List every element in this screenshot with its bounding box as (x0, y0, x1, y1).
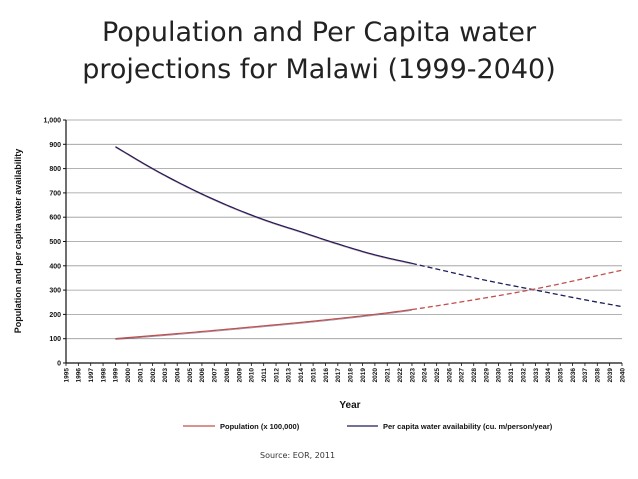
x-tick-label: 2012 (273, 368, 280, 383)
x-tick-label: 2010 (249, 368, 256, 383)
x-tick-label: 2031 (508, 368, 515, 383)
x-tick-label: 2023 (409, 368, 416, 383)
axes (63, 119, 623, 366)
x-tick-label: 2000 (125, 368, 132, 383)
x-tick-label: 1996 (76, 368, 83, 383)
x-tick-label: 2027 (459, 368, 466, 383)
x-tick-label: 2038 (595, 368, 602, 383)
y-tick-label: 900 (49, 142, 61, 149)
x-tick-label: 2009 (236, 368, 243, 383)
x-tick-label: 2019 (360, 368, 367, 383)
x-tick-label: 1997 (88, 368, 95, 383)
title-line-2: projections for Malawi (1999-2040) (82, 54, 556, 85)
x-tick-label: 2037 (582, 368, 589, 383)
x-tick-label: 2020 (372, 368, 379, 383)
series-line-observed (115, 308, 413, 340)
x-tick-label: 2007 (212, 368, 219, 383)
x-tick-label: 1995 (63, 368, 70, 383)
series-lines (115, 146, 623, 340)
x-tick-label: 2016 (323, 368, 330, 383)
series-line-projected (411, 262, 623, 308)
y-tick-label: 500 (49, 239, 61, 246)
x-tick-label: 2032 (520, 368, 527, 383)
x-tick-label: 2008 (224, 368, 231, 383)
slide-title: Population and Per Capita water projecti… (20, 14, 618, 88)
x-tick-label: 2002 (150, 368, 157, 383)
x-tick-label: 2024 (422, 368, 429, 383)
gridlines (66, 119, 622, 340)
y-tick-label: 100 (49, 336, 61, 343)
series-line-observed (115, 146, 413, 265)
series-line-shadow (115, 310, 412, 340)
y-tick-label: 800 (49, 166, 61, 173)
x-tick-label: 2033 (533, 368, 540, 383)
y-tick-label: 0 (57, 361, 61, 368)
source-note: Source: EOR, 2011 (260, 451, 336, 460)
legend-label-water: Per capita water availability (cu. m/per… (383, 422, 553, 431)
legend-label-population: Population (x 100,000) (220, 422, 300, 431)
x-tick-label: 2013 (286, 368, 293, 383)
y-tick-label: 600 (49, 215, 61, 222)
y-tick-label: 400 (49, 263, 61, 270)
x-axis-label: Year (339, 400, 360, 411)
series-line-projected (411, 269, 623, 311)
x-tick-label: 1999 (113, 368, 120, 383)
x-tick-label: 2026 (446, 368, 453, 383)
x-tick-label: 2004 (175, 368, 182, 383)
x-tick-label: 2040 (619, 368, 626, 383)
x-tick-label: 2028 (471, 368, 478, 383)
x-tick-label: 2011 (261, 368, 268, 382)
legend: Population (x 100,000) Per capita water … (183, 422, 553, 431)
x-tick-label: 2034 (545, 368, 552, 383)
x-tick-label: 1998 (100, 368, 107, 383)
series-line-shadow (115, 147, 413, 265)
y-tick-label: 700 (49, 190, 61, 197)
y-axis-label: Population and per capita water availabi… (13, 149, 23, 334)
x-tick-label: 2030 (496, 368, 503, 383)
y-tick-label: 300 (49, 288, 61, 295)
x-tick-label: 2001 (137, 368, 144, 383)
x-tick-label: 2039 (607, 368, 614, 383)
x-tick-label: 2014 (298, 368, 305, 383)
x-tick-labels: 1995 1996 1997 1998 1999 2000 2001 2002 2003 2004… (63, 368, 626, 383)
x-tick-label: 2029 (483, 368, 490, 383)
title-line-1: Population and Per Capita water (101, 17, 537, 48)
x-tick-label: 2003 (162, 368, 169, 383)
x-tick-label: 2022 (397, 368, 404, 383)
x-tick-label: 2025 (434, 368, 441, 383)
y-tick-label: 200 (49, 312, 61, 319)
x-tick-label: 2005 (187, 368, 194, 383)
y-tick-label: 1,000 (43, 118, 61, 125)
x-tick-label: 2035 (558, 368, 565, 383)
x-tick-label: 2036 (570, 368, 577, 383)
x-tick-label: 2018 (347, 368, 354, 383)
x-tick-label: 2017 (335, 368, 342, 383)
x-tick-label: 2015 (310, 368, 317, 383)
x-tick-label: 2021 (385, 368, 392, 383)
x-tick-label: 2006 (199, 368, 206, 383)
y-tick-labels: 0 100 200 300 400 500 600 700 800 900 1,000 (43, 118, 61, 368)
